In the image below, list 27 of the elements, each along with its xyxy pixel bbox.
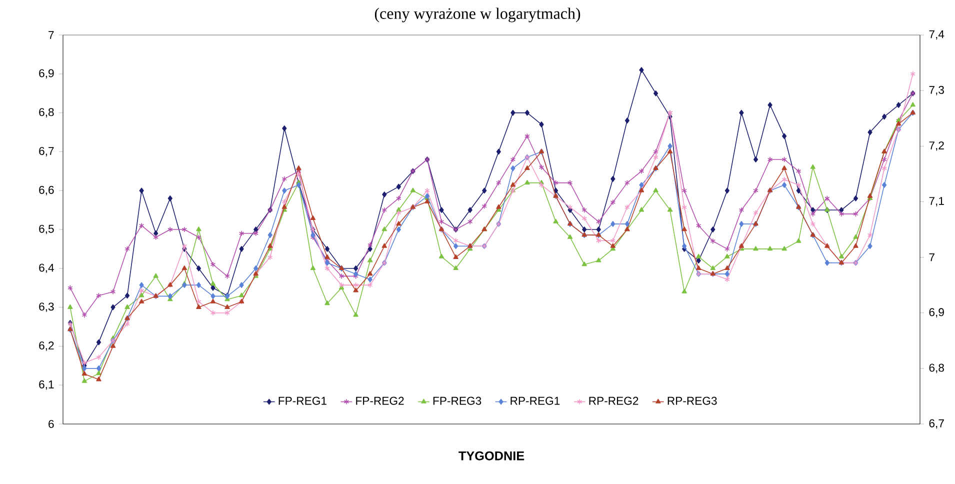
legend-label: RP-REG2 xyxy=(589,396,638,405)
y2-tick-label: 7 xyxy=(929,253,934,262)
y2-tick-label: 7,2 xyxy=(929,141,944,151)
legend-label: FP-REG3 xyxy=(433,396,482,405)
y2-tick-label: 7,4 xyxy=(929,30,944,40)
y-tick-label: 6,4 xyxy=(39,264,54,274)
chart-title: (ceny wyrażone w logarytmach) xyxy=(374,8,580,22)
y-tick-label: 7 xyxy=(48,31,54,39)
x-axis-title: TYGODNIE xyxy=(458,451,524,460)
legend-label: RP-REG3 xyxy=(668,396,717,405)
y2-tick-label: 6,9 xyxy=(929,308,944,318)
y-tick-label: 6,5 xyxy=(39,224,54,234)
y-tick-label: 6,3 xyxy=(39,302,54,312)
y-tick-label: 6,9 xyxy=(39,69,54,79)
legend-label: RP-REG1 xyxy=(510,396,560,405)
legend-label: FP-REG2 xyxy=(356,396,404,405)
y-tick-label: 6,7 xyxy=(39,147,54,156)
y2-tick-label: 7,1 xyxy=(929,197,944,206)
y-tick-label: 6,6 xyxy=(39,186,54,196)
y2-tick-label: 6,8 xyxy=(929,364,944,374)
legend-label: FP-REG1 xyxy=(278,396,326,405)
y-tick-label: 6,2 xyxy=(39,342,54,351)
y-tick-label: 6 xyxy=(48,420,54,428)
y-tick-label: 6,8 xyxy=(39,108,54,118)
y2-tick-label: 6,7 xyxy=(929,419,944,429)
y-tick-label: 6,1 xyxy=(39,380,54,390)
y2-tick-label: 7,3 xyxy=(929,86,944,96)
